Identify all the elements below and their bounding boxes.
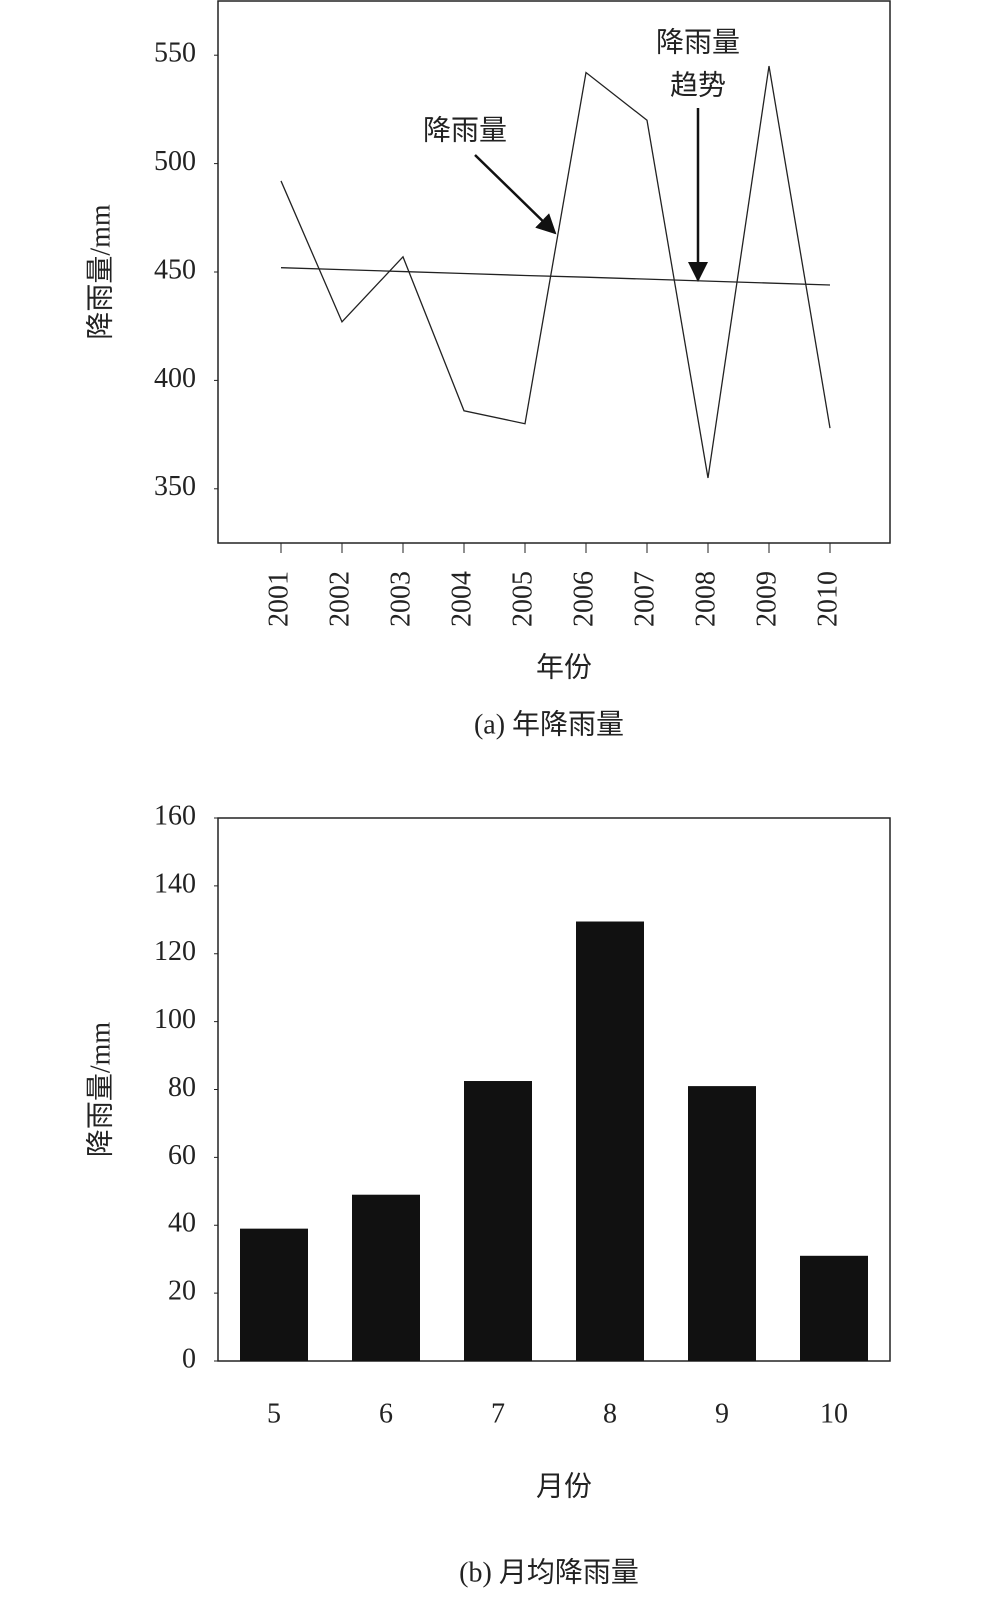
x-tick-label: 8 (603, 1398, 617, 1429)
bar (688, 1086, 756, 1361)
annotation: 降雨量 (656, 26, 740, 58)
x-axis-label: 年份 (536, 651, 592, 683)
y-tick-label: 40 (168, 1208, 196, 1239)
y-axis-label: 降雨量/mm (84, 204, 116, 340)
data-line (280, 267, 831, 286)
bar (240, 1228, 308, 1361)
x-axis-label: 月份 (536, 1470, 592, 1502)
x-tick-label: 2006 (568, 571, 599, 627)
bar (464, 1081, 532, 1361)
y-axis-label: 降雨量/mm (84, 1022, 116, 1158)
bar (576, 921, 644, 1361)
x-tick-label: 2004 (446, 571, 477, 627)
x-tick-label: 2002 (324, 571, 355, 627)
bar (800, 1255, 868, 1361)
y-tick-label: 550 (154, 38, 196, 69)
annotation: 趋势 (670, 69, 726, 101)
caption: (b) 月均降雨量 (459, 1556, 639, 1588)
plot-frame (217, 817, 891, 1362)
x-tick-label: 2010 (812, 571, 843, 627)
x-tick-label: 2008 (690, 571, 721, 627)
y-tick-label: 450 (154, 254, 196, 285)
y-tick-label: 400 (154, 363, 196, 394)
y-tick-label: 80 (168, 1072, 196, 1103)
x-tick-label: 2009 (751, 571, 782, 627)
y-tick-label: 100 (154, 1004, 196, 1035)
caption: (a) 年降雨量 (474, 708, 624, 740)
x-tick-label: 2001 (263, 571, 294, 627)
y-tick-label: 140 (154, 868, 196, 899)
plot-frame (217, 0, 891, 544)
x-tick-label: 7 (491, 1398, 505, 1429)
y-tick-label: 350 (154, 471, 196, 502)
y-tick-label: 0 (182, 1343, 196, 1374)
y-tick-label: 120 (154, 936, 196, 967)
data-line (280, 65, 831, 479)
x-tick-label: 6 (379, 1398, 393, 1429)
y-tick-label: 500 (154, 146, 196, 177)
x-tick-label: 2005 (507, 571, 538, 627)
x-tick-label: 10 (820, 1398, 848, 1429)
x-tick-label: 5 (267, 1398, 281, 1429)
annotation-arrow (474, 154, 557, 235)
bar (352, 1194, 420, 1361)
annotation: 降雨量 (423, 114, 507, 146)
y-tick-label: 160 (154, 800, 196, 831)
x-tick-label: 2003 (385, 571, 416, 627)
y-tick-label: 60 (168, 1140, 196, 1171)
x-tick-label: 9 (715, 1398, 729, 1429)
y-tick-label: 20 (168, 1276, 196, 1307)
x-tick-label: 2007 (629, 571, 660, 627)
